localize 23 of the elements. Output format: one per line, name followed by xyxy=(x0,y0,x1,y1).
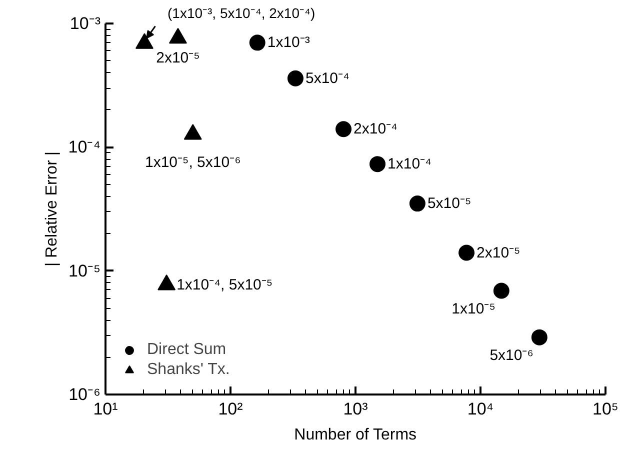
legend-label: Direct Sum xyxy=(147,341,226,359)
y-axis-title: | Relative Error | xyxy=(43,151,60,267)
legend-label: Shanks' Tx. xyxy=(147,361,230,379)
annotation: 5x10⁻⁵ xyxy=(427,195,472,212)
annotation: (1x10⁻³, 5x10⁻⁴, 2x10⁻⁴) xyxy=(168,5,316,21)
x-tick-label: 10⁴ xyxy=(467,400,494,418)
annotation: 5x10⁻⁴ xyxy=(305,70,350,87)
annotation: 2x10⁻⁴ xyxy=(354,120,398,138)
annotation: 1x10⁻⁵ xyxy=(452,300,496,318)
annotation: 1x10⁻⁵, 5x10⁻⁶ xyxy=(144,154,241,171)
annotation: 2x10⁻⁵ xyxy=(156,50,200,67)
y-tick-label: 10⁻⁴ xyxy=(68,138,101,157)
y-tick-label: 10⁻⁵ xyxy=(68,261,101,280)
annotation: 2x10⁻⁵ xyxy=(476,244,520,262)
x-tick-label: 10² xyxy=(218,400,244,418)
x-tick-label: 10⁵ xyxy=(592,400,618,418)
annotation: 1x10⁻⁴, 5x10⁻⁵ xyxy=(176,276,273,294)
annotation: 1x10⁻⁴ xyxy=(388,156,432,173)
annotation: 1x10⁻³ xyxy=(267,34,310,52)
x-axis-title: Number of Terms xyxy=(294,426,417,444)
x-tick-label: 10³ xyxy=(343,400,368,418)
y-tick-label: 10⁻³ xyxy=(70,14,101,33)
annotation: 5x10⁻⁶ xyxy=(490,346,534,364)
